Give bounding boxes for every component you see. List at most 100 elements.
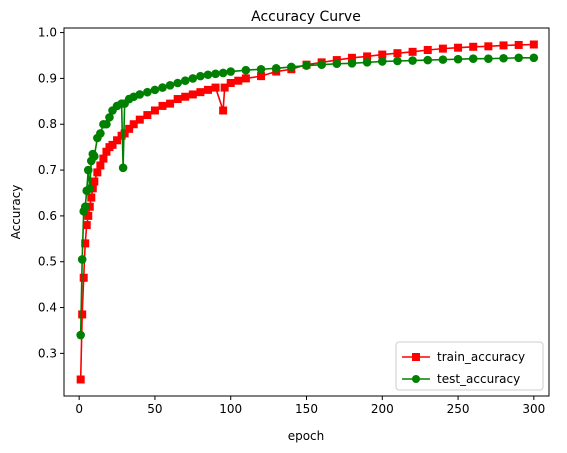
test_accuracy-point <box>85 184 95 193</box>
test_accuracy-point <box>484 54 493 64</box>
train_accuracy-point <box>484 42 493 51</box>
train_accuracy-point <box>211 83 220 92</box>
train_accuracy-point <box>85 202 94 211</box>
train_accuracy-point <box>234 76 243 85</box>
y-tick-label: 0.3 <box>38 346 57 360</box>
train_accuracy-point <box>393 49 402 58</box>
plot-frame <box>63 27 550 397</box>
y-tick-label: 0.7 <box>38 163 57 177</box>
test_accuracy-point <box>408 56 417 65</box>
train_accuracy-point <box>96 161 105 170</box>
train_accuracy-point <box>87 193 96 202</box>
y-tick-label: 1.0 <box>38 26 57 40</box>
x-axis: 0 50 100 150 200 250 300 <box>75 396 545 416</box>
train_accuracy-point <box>78 310 87 319</box>
y-tick-label: 0.4 <box>38 301 57 315</box>
train_accuracy-point <box>412 353 420 361</box>
train_accuracy-point <box>113 136 122 145</box>
test_accuracy-point <box>412 375 420 383</box>
y-tick-label: 0.8 <box>38 117 57 131</box>
train_accuracy-point <box>423 45 432 54</box>
test_accuracy-point <box>218 68 228 78</box>
legend-box <box>395 341 544 391</box>
train_accuracy-point <box>378 50 387 59</box>
test_accuracy-point <box>332 59 342 69</box>
x-axis-label: epoch <box>288 429 325 443</box>
test_accuracy-point <box>165 80 175 90</box>
x-tick-label: 0 <box>75 402 83 416</box>
test_accuracy-point <box>211 69 220 79</box>
train_accuracy-point <box>150 106 159 115</box>
x-tick-label: 300 <box>522 402 545 416</box>
test_accuracy-point <box>393 56 402 66</box>
legend-label-train_accuracy: train_accuracy <box>437 350 525 364</box>
train_accuracy-point <box>166 99 175 108</box>
x-tick-label: 200 <box>371 402 394 416</box>
train_accuracy-point <box>347 53 356 62</box>
train_accuracy-point <box>226 78 235 87</box>
test_accuracy-point <box>80 202 90 212</box>
train_accuracy-point <box>196 88 205 97</box>
test_accuracy-point <box>362 58 372 67</box>
test_accuracy-point <box>271 64 281 73</box>
train_accuracy-point <box>408 47 417 56</box>
train_accuracy-point <box>135 115 144 124</box>
test_accuracy-point <box>226 67 236 76</box>
plot-area <box>76 40 539 384</box>
train_accuracy-point <box>181 92 190 101</box>
train_accuracy-point <box>499 41 508 50</box>
train_accuracy-point <box>99 154 108 163</box>
x-tick-label: 50 <box>147 402 162 416</box>
test_accuracy-point <box>317 60 326 69</box>
train_accuracy-point <box>257 72 266 81</box>
test_accuracy-series <box>76 53 539 340</box>
train_accuracy-point <box>143 111 152 120</box>
test_accuracy-point <box>203 70 213 80</box>
train_accuracy-point <box>363 52 372 61</box>
train_accuracy-point <box>241 74 250 83</box>
train_accuracy-point <box>514 40 523 49</box>
train_accuracy-point <box>93 168 102 177</box>
test_accuracy-point <box>118 163 128 173</box>
train_accuracy-point <box>173 95 182 104</box>
test_accuracy-point <box>468 54 478 64</box>
test_accuracy-point <box>77 255 87 264</box>
y-axis-label: Accuracy <box>9 185 23 240</box>
test_accuracy-point <box>423 55 433 65</box>
test_accuracy-point <box>135 90 145 99</box>
train_accuracy-point <box>203 85 212 94</box>
test_accuracy-point <box>96 129 105 138</box>
chart-title: Accuracy Curve <box>251 9 361 25</box>
test_accuracy-point <box>529 53 539 63</box>
test_accuracy-point <box>180 76 190 86</box>
train_accuracy-point <box>469 42 478 51</box>
test_accuracy-point <box>105 113 114 122</box>
test_accuracy-point <box>347 58 357 68</box>
test_accuracy-point <box>256 64 266 74</box>
test_accuracy-point <box>150 85 160 95</box>
test_accuracy-point <box>241 65 251 75</box>
test_accuracy-point <box>83 165 93 175</box>
x-tick-label: 150 <box>295 402 318 416</box>
test_accuracy-point <box>438 55 448 64</box>
train_accuracy-point <box>84 211 93 220</box>
test_accuracy-point <box>90 152 99 161</box>
train_accuracy-point <box>125 124 134 133</box>
y-tick-label: 0.5 <box>38 255 57 269</box>
test_accuracy-point <box>287 62 296 72</box>
y-tick-label: 0.6 <box>38 209 57 223</box>
legend: train_accuracy test_accuracy <box>395 341 544 391</box>
train_accuracy-point <box>188 90 197 99</box>
train_accuracy-point <box>529 40 538 49</box>
test_accuracy-point <box>302 61 311 70</box>
test_accuracy-point <box>196 71 205 81</box>
train_accuracy-point <box>219 106 228 115</box>
train_accuracy-point <box>90 177 99 186</box>
test_accuracy-point <box>499 53 508 63</box>
train_accuracy-point <box>102 147 111 156</box>
test_accuracy-point <box>453 54 463 64</box>
y-axis: 0.3 0.4 0.5 0.6 0.7 0.8 0.9 1.0 <box>38 26 64 360</box>
test_accuracy-point <box>76 330 85 340</box>
y-tick-label: 0.9 <box>38 71 57 85</box>
test_accuracy-point <box>377 57 387 66</box>
